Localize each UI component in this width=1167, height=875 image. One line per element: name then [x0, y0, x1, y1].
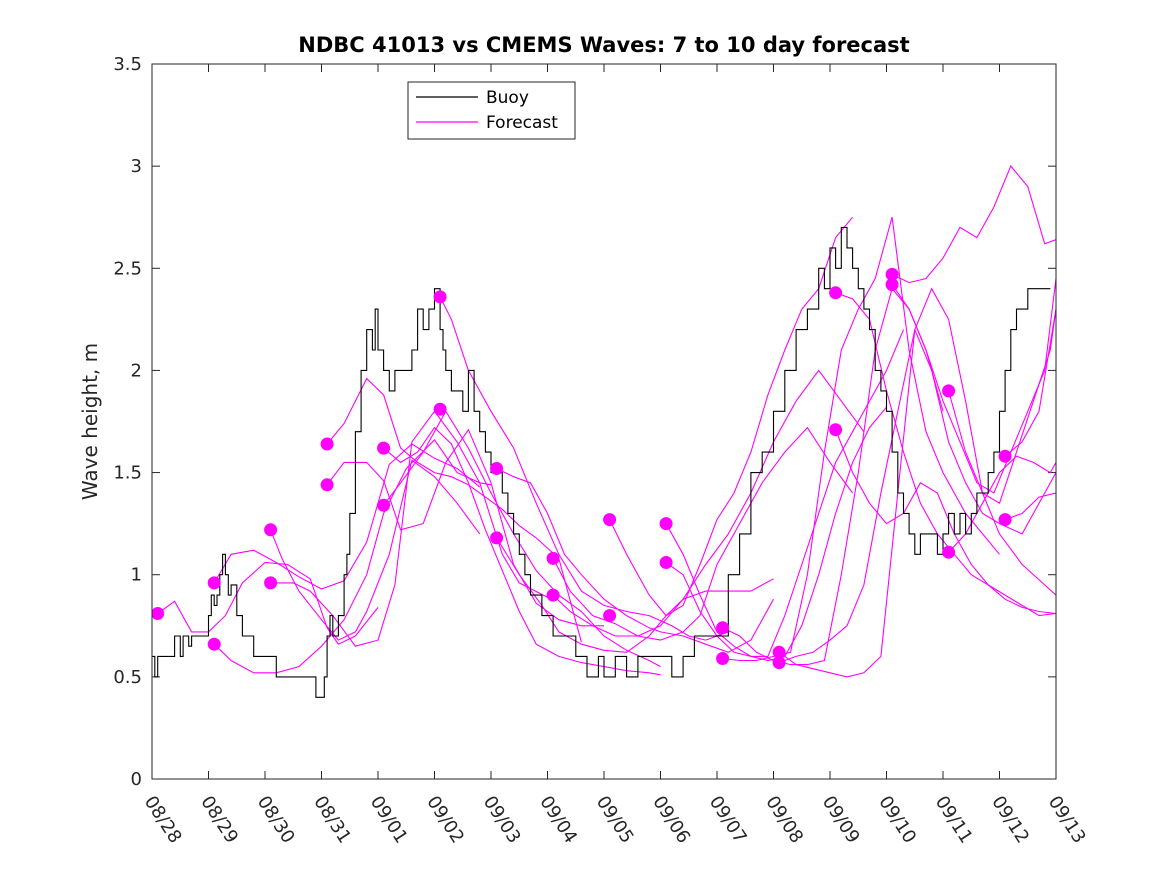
forecast-line-7 — [326, 428, 604, 627]
forecast-marker — [546, 551, 560, 565]
y-tick-label: 3 — [131, 156, 142, 177]
forecast-line-15 — [609, 216, 854, 617]
forecast-marker — [490, 462, 504, 475]
forecast-line-11 — [496, 468, 774, 653]
forecast-marker — [264, 576, 278, 590]
forecast-marker — [264, 523, 278, 537]
forecast-line-19 — [722, 217, 1000, 662]
y-tick-label: 1 — [131, 565, 142, 586]
forecast-marker — [207, 576, 221, 590]
forecast-line-20 — [778, 329, 1056, 678]
forecast-marker — [207, 637, 221, 651]
forecast-marker — [377, 441, 391, 455]
forecast-marker — [377, 498, 391, 512]
chart-title: NDBC 41013 vs CMEMS Waves: 7 to 10 day f… — [298, 33, 909, 57]
y-tick-label: 0.5 — [113, 667, 142, 688]
forecast-marker — [829, 423, 843, 437]
forecast-marker — [772, 656, 786, 670]
forecast-marker — [942, 384, 956, 398]
forecast-line-13 — [552, 426, 854, 641]
forecast-line-29 — [1004, 492, 1056, 521]
legend-label-buoy: Buoy — [486, 88, 529, 108]
forecast-marker — [603, 513, 617, 527]
legend-label-forecast: Forecast — [486, 113, 558, 133]
forecast-marker — [829, 286, 843, 300]
forecast-line-25 — [891, 278, 1056, 494]
forecast-line-12 — [496, 537, 774, 653]
forecast-line-1 — [157, 561, 379, 645]
forecast-marker — [152, 607, 165, 620]
forecast-line-14 — [552, 369, 865, 637]
forecast-marker — [320, 437, 334, 451]
forecast-line-23 — [835, 429, 1056, 617]
plot-series — [152, 165, 1056, 698]
forecast-marker — [659, 556, 673, 569]
y-tick-label: 1.5 — [113, 463, 142, 484]
forecast-marker — [716, 652, 730, 665]
buoy-series-line — [152, 226, 1051, 698]
forecast-line-4 — [213, 439, 492, 674]
forecast-line-8 — [383, 410, 661, 668]
forecast-marker — [659, 517, 673, 531]
forecast-marker — [998, 513, 1012, 527]
plot-frame — [151, 63, 1057, 780]
y-tick-label: 0 — [131, 769, 142, 790]
y-tick-labels: 0 0.5 1 1.5 2 2.5 3 3.5 — [113, 54, 142, 790]
forecast-line-16 — [665, 329, 905, 657]
forecast-marker — [716, 621, 730, 635]
forecast-marker — [320, 478, 334, 492]
forecast-marker — [433, 402, 447, 416]
forecast-line-22 — [835, 292, 1056, 615]
legend: Buoy Forecast — [407, 81, 576, 140]
forecast-marker — [942, 545, 956, 559]
forecast-marker — [885, 267, 899, 281]
forecast-markers — [152, 267, 1012, 670]
forecast-line-3 — [270, 459, 481, 641]
forecast-marker — [885, 278, 899, 292]
y-tick-label: 2 — [131, 360, 142, 381]
y-tick-label: 2.5 — [113, 258, 142, 279]
forecast-marker — [546, 588, 560, 602]
forecast-marker — [603, 609, 617, 623]
legend-box — [407, 81, 576, 140]
y-tick-label: 3.5 — [113, 54, 142, 75]
forecast-line-10 — [439, 296, 729, 641]
forecast-marker — [998, 449, 1012, 463]
forecast-marker — [433, 290, 447, 304]
forecast-marker — [772, 645, 786, 659]
forecast-line-24 — [891, 165, 1056, 284]
forecast-marker — [490, 531, 504, 545]
forecast-line-27 — [948, 455, 1056, 553]
y-axis-label: Wave height, m — [78, 343, 102, 500]
forecast-line-21 — [778, 287, 1056, 664]
forecast-line-28 — [1004, 309, 1056, 457]
forecast-line-6 — [326, 377, 582, 643]
